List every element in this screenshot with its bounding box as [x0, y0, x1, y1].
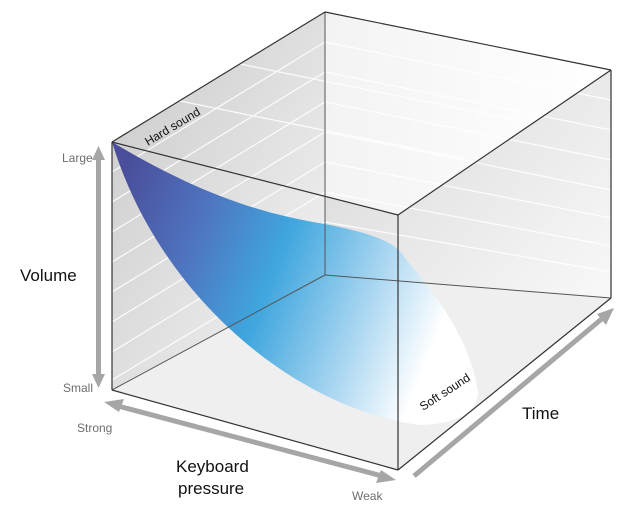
- pressure-axis-arrow: [104, 399, 396, 483]
- pressure-axis-title-line2: pressure: [178, 479, 244, 498]
- pressure-end-label: Weak: [352, 489, 383, 503]
- volume-surface: [112, 142, 478, 425]
- volume-min-label: Small: [63, 381, 93, 395]
- pressure-axis-title-line1: Keyboard: [176, 457, 249, 476]
- time-axis-arrow: [412, 308, 614, 478]
- time-axis-title: Time: [522, 404, 559, 423]
- pressure-start-label: Strong: [77, 421, 112, 435]
- volume-axis-title: Volume: [20, 266, 77, 285]
- box-back-edges: [111, 12, 612, 391]
- volume-max-label: Large: [62, 151, 93, 165]
- volume-axis-arrow: [92, 146, 105, 388]
- box-front-edges: [111, 11, 612, 471]
